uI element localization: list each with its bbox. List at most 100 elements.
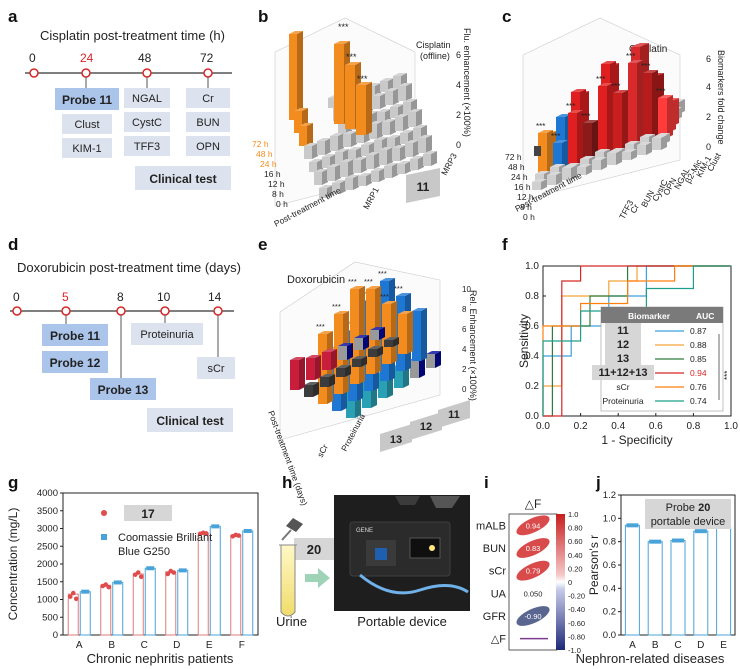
panel-e-ztick-6: 6 — [462, 325, 467, 334]
panel-b-bar-r4-c8 — [413, 128, 421, 140]
panel-b-bar-72h-top — [334, 41, 350, 44]
panel-g-bar-cbb-cap-A — [81, 589, 90, 594]
panel-e-bar-r0-c4-top — [354, 335, 369, 338]
panel-c-bar-r0-c6-side — [631, 149, 637, 160]
panel-f-ytick-2: 0.4 — [525, 351, 539, 362]
panel-g-ytick-6: 3000 — [37, 524, 58, 535]
panel-e-bar-r1-c1-side — [329, 374, 335, 387]
panel-i-value-4: -0.90 — [524, 612, 541, 621]
panel-e-bar-r4-c3 — [394, 366, 403, 388]
panel-g-legend-line1: Coomassie Brilliant — [118, 532, 212, 544]
panel-a-tick-24: 24 — [80, 51, 94, 65]
panel-g-bar-cbb-F — [242, 530, 254, 636]
panel-b-bar-r4-c0 — [309, 162, 317, 172]
panel-c-bar-r3-c6-top — [631, 44, 646, 47]
panel-a-box-cystc-label: CystC — [132, 117, 162, 129]
panel-j-ylabel: Pearson's r — [587, 535, 601, 595]
panel-b-ytick-1: 48 h — [256, 149, 273, 159]
panel-e-bar-r0-c0 — [290, 360, 299, 390]
panel-c-bar-r0-c0-side — [541, 179, 547, 190]
panel-e-bar-r4-c1 — [362, 378, 371, 408]
panel-g-ytick-0: 0 — [53, 630, 58, 641]
panel-c-bar-r2-c4 — [598, 86, 607, 158]
panel-c-bar-r2-c8 — [658, 98, 667, 138]
panel-g-bar-cbb-D — [177, 569, 189, 636]
panel-b-bar-r3-c0-side — [312, 143, 318, 159]
panel-b-3d-chart: Cisplatin (offline) Flu. enhancement (×1… — [252, 17, 472, 229]
panel-e-bar-r1-c3-top — [352, 356, 367, 359]
panel-g-bar-17-B — [100, 584, 112, 636]
panel-f-xtick-3: 0.6 — [649, 421, 663, 432]
panel-e-bar-r3-c5 — [412, 311, 421, 361]
panel-a-box-probe11-label: Probe 11 — [62, 93, 112, 107]
panel-b-bar-r5-c4 — [366, 155, 374, 169]
panel-b-bar-r4-c3-side — [356, 147, 362, 160]
panel-b-bar-r4-c1 — [322, 157, 330, 168]
panel-b-bar-r4-c4-top — [361, 142, 375, 145]
panel-e-bar-r0-c1-top — [306, 355, 321, 358]
panel-e-sig-r2-c4: *** — [380, 292, 389, 301]
panel-b-bar-r1-c7-side — [393, 88, 399, 105]
panel-j-bar-cap-A — [626, 523, 639, 528]
panel-b-bar-r5-c0 — [314, 172, 322, 185]
panel-j-xtick-A: A — [629, 640, 636, 651]
panel-g-xlabel: Chronic nephritis patients — [87, 651, 234, 666]
panel-b-bar-r3-c6-top — [382, 119, 396, 122]
panel-i-row-0: mALB — [476, 520, 506, 532]
panel-g-legend-line2: Blue G250 — [118, 546, 170, 558]
panel-f-legend-label-0: 11 — [617, 325, 629, 337]
panel-h-probe-box — [294, 538, 334, 560]
panel-g-xtick-A: A — [76, 640, 83, 651]
panel-g-bar-17-C — [132, 573, 144, 636]
panel-d-dot-5 — [61, 306, 71, 316]
panel-j-ytick-1: 0.2 — [603, 607, 616, 618]
panel-c-sig-r2-c2: *** — [566, 102, 575, 111]
panel-b-bar-r1-c0 — [294, 111, 302, 133]
panel-g-point-C-2 — [138, 574, 144, 580]
panel-b-bar-24h-top — [356, 82, 372, 85]
panel-c-sig-r2-c5: *** — [611, 82, 620, 91]
panel-j-ytick-5: 1.0 — [603, 513, 616, 524]
panel-e-bar-r0-c5-side — [379, 327, 385, 340]
panel-f-xtick-0: 0.0 — [536, 421, 550, 432]
panel-e-bar-r1-c4-side — [377, 346, 383, 357]
panel-b-bar-r5-c3-side — [361, 157, 367, 173]
panel-b-bar-r6-c1-top — [332, 180, 346, 183]
panel-c-bar-r1-c1-top — [550, 164, 565, 167]
panel-c-bar-r0-c1-top — [547, 172, 562, 175]
panel-a-box-tff3 — [124, 136, 170, 156]
panel-e-sig-r2-c2: *** — [348, 277, 357, 286]
panel-label-j: j — [595, 473, 601, 492]
panel-i-heatmap: △F mALB 0.94 BUN 0.83 sCr 0.79 UA 0.050 GFR -0.90… — [476, 497, 585, 655]
panel-d-title: Doxorubicin post-treatment time (days) — [17, 260, 241, 275]
panel-j-bar-E — [716, 526, 732, 636]
panel-i-row-4: GFR — [483, 611, 506, 623]
panel-j-bar-chart: 0.0 0.2 0.4 0.6 0.8 1.0 1.2 A B C D E Probe 20 por… — [576, 490, 736, 666]
panel-j-xlabel: Nephron-related diseases — [576, 651, 725, 666]
panel-g-bar-17-F — [230, 534, 242, 636]
panel-f-legend-label-bg-3 — [592, 365, 654, 380]
panel-b-bar-r5-c7 — [405, 143, 413, 157]
panel-e-bar-r0-c5 — [370, 330, 379, 340]
panel-d-tick-8: 8 — [117, 290, 124, 304]
panel-e-bar-r2-c4-top — [382, 301, 397, 304]
panel-j-bar-A — [624, 524, 640, 636]
panel-b-bar-72h — [334, 44, 344, 124]
panel-c-sig-r2-c4: *** — [596, 75, 605, 84]
panel-b-bar-r6-c8-top — [423, 151, 437, 154]
panel-b-bar-r4-c4 — [361, 145, 369, 156]
panel-b-bar-r5-c8-side — [426, 135, 432, 153]
panel-e-bar-r2-c2 — [350, 289, 359, 384]
panel-i-cbtick-5: 0 — [568, 578, 572, 587]
panel-b-title-1: Cisplatin — [416, 40, 451, 50]
panel-e-x-11: 11 — [448, 409, 460, 421]
panel-f-sig: *** — [723, 371, 732, 380]
panel-f-legend-header-bg — [601, 307, 723, 323]
panel-f-legend-auc-4: 0.76 — [690, 382, 707, 392]
panel-e-bar-r4-c5-top — [426, 351, 441, 354]
panel-c-ytick-3: 16 h — [514, 182, 531, 192]
panel-b-bar-r4-c0-side — [317, 159, 323, 172]
panel-b-bar-r5-c5-top — [379, 147, 393, 150]
panel-f-legend-auc-5: 0.74 — [690, 396, 707, 406]
panel-c-bar-r2-c2 — [568, 113, 577, 168]
